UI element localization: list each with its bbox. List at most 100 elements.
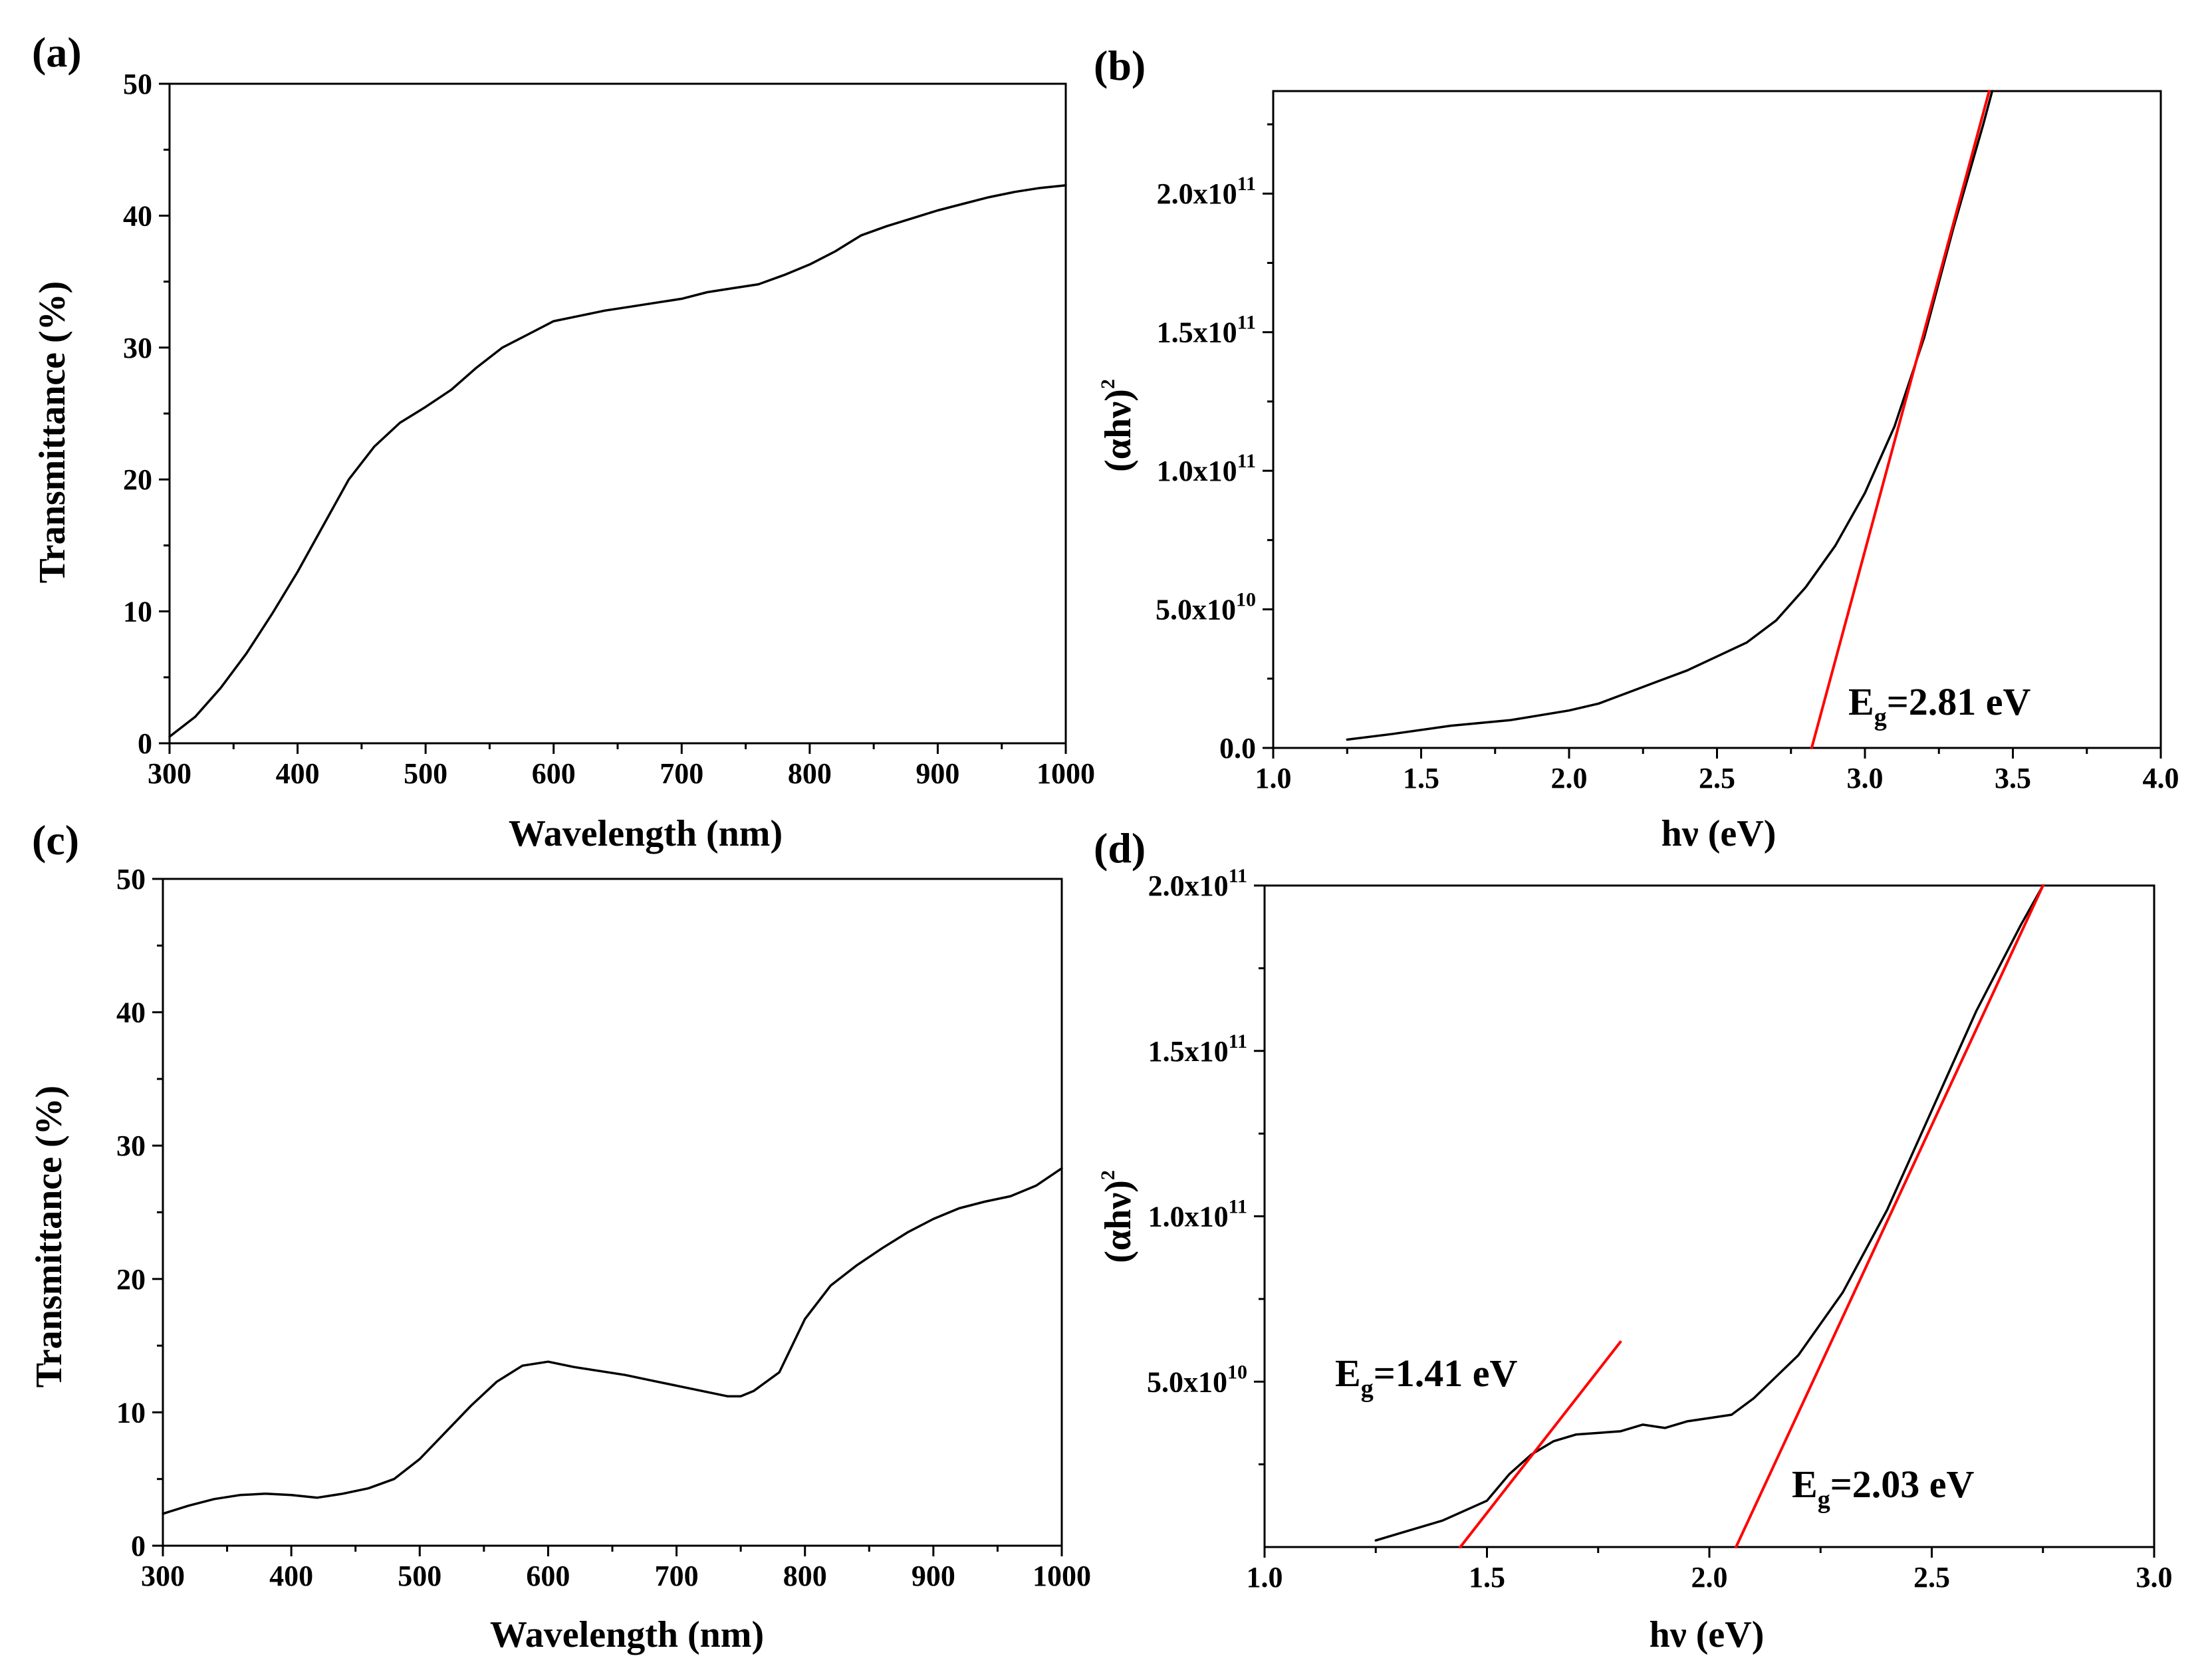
panel-c-plot-frame <box>162 878 1063 1547</box>
panel-b-y-axis-title: (αhν)2 <box>1097 379 1139 472</box>
panel-b-y-tick-mantissa: 5.0x10 <box>1156 594 1236 626</box>
panel-d-fit-line-2 <box>1735 884 2044 1548</box>
panel-a-y-tick-label: 20 <box>123 463 152 496</box>
panel-a-x-tick-label: 800 <box>788 757 832 790</box>
panel-d-y-tick-label: 2.0x1011 <box>1148 865 1247 902</box>
panel-c-x-tick-label: 400 <box>269 1560 313 1592</box>
panel-d-x-tick-label: 1.5 <box>1469 1561 1505 1594</box>
panel-b-x-tick-label: 1.5 <box>1403 762 1439 794</box>
panel-a-x-tick-label: 400 <box>276 757 320 790</box>
panel-a-x-tick-label: 500 <box>404 757 447 790</box>
panel-d-data-line-0 <box>1374 884 2044 1542</box>
panel-d-y-tick-exponent: 11 <box>1229 1196 1247 1218</box>
panel-c-y-tick-label: 10 <box>116 1396 146 1429</box>
panel-b-eg-sub: g <box>1874 703 1887 731</box>
panel-c-x-tick-label: 700 <box>655 1560 699 1592</box>
panel-d-eg2-base: E <box>1792 1463 1818 1506</box>
panel-c-x-axis-title: Wavelength (nm) <box>490 1614 764 1655</box>
panel-c-y-tick-label: 20 <box>116 1263 146 1296</box>
panel-b-y-tick-label: 1.5x1011 <box>1157 312 1256 349</box>
panel-b-y-tick-label: 2.0x1011 <box>1157 173 1256 210</box>
panel-d-y-axis-title-group: (αhν)2 <box>1097 1170 1139 1263</box>
panel-d-y-tick-mantissa: 2.0x10 <box>1148 870 1229 902</box>
panel-d-eg2-value: =2.03 eV <box>1830 1463 1975 1506</box>
panel-b-y-tick-exponent: 11 <box>1237 312 1256 334</box>
panel-d: (d) 1.0 1.5 2.0 2.5 3.05.0x10101.0x10111.5x1… <box>1094 824 2173 1655</box>
panel-d-y-axis-title-base: (αhν) <box>1098 1180 1139 1263</box>
panel-d-eg1-sub: g <box>1361 1375 1374 1403</box>
panel-b-y-tick-mantissa: 1.5x10 <box>1157 316 1237 349</box>
panel-c-x-tick-label: 800 <box>783 1560 827 1592</box>
panel-a-data-line-0 <box>168 184 1067 738</box>
panel-c-data-line-0 <box>162 1167 1063 1515</box>
panel-b-y-tick-mantissa: 2.0x10 <box>1157 178 1237 210</box>
panel-d-eg2-annotation: Eg=2.03 eV <box>1792 1463 1974 1514</box>
panel-a-y-tick-label: 0 <box>138 727 152 760</box>
panel-d-y-tick-label: 5.0x1010 <box>1147 1361 1247 1398</box>
panel-c-y-tick-label: 50 <box>116 863 146 896</box>
panel-c-y-tick-label: 30 <box>116 1130 146 1162</box>
panel-a-plot-frame <box>168 82 1067 745</box>
panel-d-y-axis-title: (αhν)2 <box>1097 1170 1139 1263</box>
panel-b-y-tick-mantissa: 0.0 <box>1219 732 1256 765</box>
panel-a-x-tick-label: 600 <box>532 757 576 790</box>
panel-b-x-tick-label: 2.5 <box>1699 762 1735 794</box>
panel-c-x-tick-label: 900 <box>912 1560 955 1592</box>
panel-d-y-tick-exponent: 10 <box>1227 1361 1247 1383</box>
panel-a-y-axis-title: Transmittance (%) <box>32 281 73 584</box>
panel-b-eg-annotation: Eg=2.81 eV <box>1848 680 2030 731</box>
panel-a-label: (a) <box>32 29 82 76</box>
panel-a-y-tick-label: 10 <box>123 596 152 628</box>
panel-b-y-tick-label: 1.0x1011 <box>1157 450 1256 487</box>
panel-c-x-tick-label: 600 <box>526 1560 570 1592</box>
panel-a: (a) 300 400 500 600 700 800 900 1000 0 10 20 30 40 50… <box>32 29 1095 854</box>
panel-d-eg2-sub: g <box>1818 1486 1830 1514</box>
panel-b-x-tick-label: 3.0 <box>1847 762 1884 794</box>
panel-b-y-tick-exponent: 10 <box>1236 589 1256 611</box>
panel-a-plot: 300 400 500 600 700 800 900 1000 0 10 20 30 40 50 <box>123 68 1095 790</box>
panel-a-x-axis-title: Wavelength (nm) <box>509 813 783 854</box>
panel-b-y-axis-title-group: (αhν)2 <box>1097 379 1139 472</box>
panel-a-x-tick-label: 900 <box>916 757 959 790</box>
panel-c-x-tick-label: 1000 <box>1033 1560 1091 1592</box>
panel-c-plot: 300 400 500 600 700 800 900 1000 0 10 20 30 40 50 <box>116 863 1091 1592</box>
panel-c-x-tick-label: 500 <box>398 1560 441 1592</box>
panel-d-x-tick-label: 3.0 <box>2136 1561 2173 1594</box>
panel-b-y-axis-title-sup: 2 <box>1097 379 1119 389</box>
panel-b-plot-frame <box>1272 90 2162 749</box>
panel-b-eg-base: E <box>1848 680 1874 723</box>
panel-d-x-tick-label: 1.0 <box>1247 1561 1283 1594</box>
panel-b-x-tick-label: 3.5 <box>1995 762 2031 794</box>
panel-d-y-tick-exponent: 11 <box>1229 865 1247 887</box>
panel-d-fit-line-1 <box>1459 1340 1622 1548</box>
panel-d-y-tick-label: 1.5x1011 <box>1148 1030 1247 1068</box>
panel-d-y-tick-exponent: 11 <box>1229 1030 1247 1052</box>
panel-d-eg1-annotation: Eg=1.41 eV <box>1335 1352 1517 1403</box>
panel-d-y-tick-label: 1.0x1011 <box>1148 1196 1247 1233</box>
panel-b-y-axis-title-base: (αhν) <box>1098 389 1139 472</box>
panel-d-x-axis-title: hν (eV) <box>1650 1614 1765 1655</box>
panel-d-y-axis-title-sup: 2 <box>1097 1170 1119 1180</box>
panel-a-x-tick-label: 1000 <box>1037 757 1095 790</box>
panel-d-label: (d) <box>1094 824 1146 872</box>
panel-a-y-tick-label: 40 <box>123 199 152 232</box>
panel-a-y-tick-label: 50 <box>123 68 152 100</box>
panel-b-x-tick-label: 4.0 <box>2143 762 2179 794</box>
panel-c: (c) 300 400 500 600 700 800 900 1000 0 10 20 30 40 50… <box>29 816 1091 1655</box>
panel-d-plot-frame <box>1263 884 2155 1548</box>
panel-c-label: (c) <box>32 816 79 864</box>
panel-c-y-axis-title: Transmittance (%) <box>29 1086 70 1388</box>
panel-c-y-tick-label: 40 <box>116 997 146 1029</box>
panel-b-y-tick-exponent: 11 <box>1237 450 1256 472</box>
panel-d-x-tick-label: 2.0 <box>1691 1561 1728 1594</box>
panel-c-y-tick-label: 0 <box>131 1530 146 1562</box>
panel-d-y-tick-mantissa: 1.5x10 <box>1148 1035 1229 1068</box>
panel-b-fit-line-1 <box>1810 90 1991 749</box>
panel-d-y-tick-mantissa: 1.0x10 <box>1148 1201 1229 1233</box>
panel-b-data-line-0 <box>1346 90 1994 741</box>
panel-b-eg-value: =2.81 eV <box>1887 680 2031 723</box>
panel-b-x-axis-title: hν (eV) <box>1661 813 1777 854</box>
panel-a-x-tick-label: 300 <box>148 757 191 790</box>
panel-d-eg1-base: E <box>1335 1352 1361 1395</box>
